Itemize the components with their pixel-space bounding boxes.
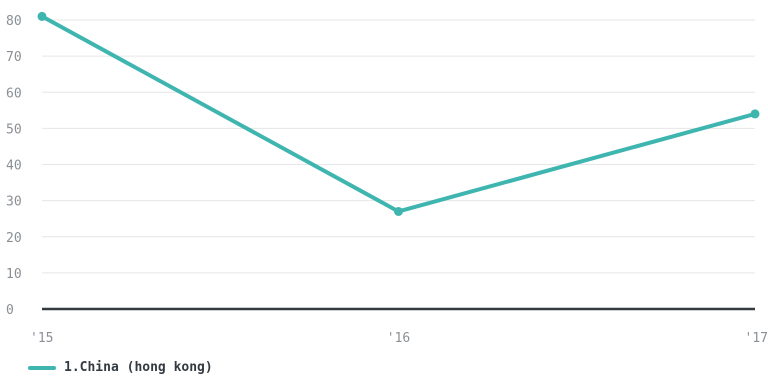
series-line-0 xyxy=(40,14,757,214)
x-tick-label-2: '17 xyxy=(745,331,768,346)
series xyxy=(37,11,760,216)
y-tick-label-20: 20 xyxy=(6,231,22,246)
y-tick-label-30: 30 xyxy=(6,195,22,210)
y-tick-label-70: 70 xyxy=(6,50,22,65)
x-axis-ticks: '15 '16 '17 xyxy=(30,331,768,346)
y-tick-label-60: 60 xyxy=(6,86,22,101)
grid xyxy=(42,19,755,311)
x-tick-label-0: '15 xyxy=(30,331,53,346)
y-axis-ticks: 0 10 20 30 40 50 60 70 80 xyxy=(6,14,22,318)
y-tick-label-40: 40 xyxy=(6,159,22,174)
legend-swatch xyxy=(28,365,56,370)
x-tick-label-1: '16 xyxy=(387,331,410,346)
legend-label: 1.China (hong kong) xyxy=(64,360,213,375)
data-point-0-2[interactable] xyxy=(750,109,760,119)
y-tick-label-0: 0 xyxy=(6,303,14,318)
data-point-0-1[interactable] xyxy=(394,206,403,216)
y-tick-label-10: 10 xyxy=(6,267,22,282)
legend[interactable]: 1.China (hong kong) xyxy=(28,360,213,375)
y-tick-label-80: 80 xyxy=(6,14,22,29)
y-tick-label-50: 50 xyxy=(6,122,22,137)
data-point-0-0[interactable] xyxy=(37,11,47,21)
